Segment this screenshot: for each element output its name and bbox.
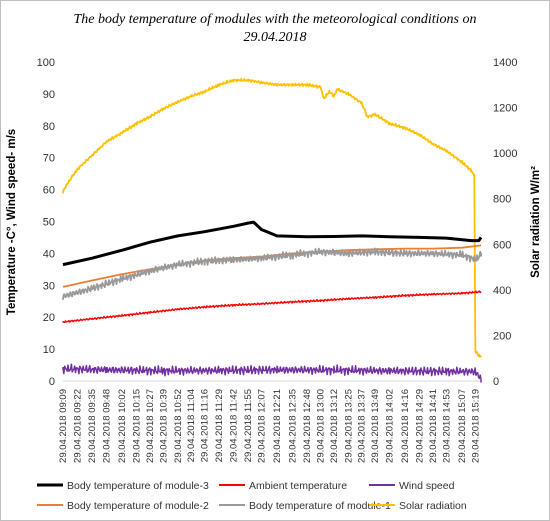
legend-label-1: Body temperature of module-3	[67, 480, 209, 492]
plot-area: 0102030405060708090100020040060080010001…	[37, 57, 518, 463]
y-tick-label-left: 100	[37, 57, 55, 69]
x-tick-label: 29.04.2018 09:35	[87, 389, 98, 463]
x-tick-label: 29.04.2018 11:16	[200, 389, 211, 462]
y-tick-label-right: 400	[493, 285, 511, 297]
x-tick-label: 29.04.2018 09:09	[58, 389, 69, 463]
y-tick-label-left: 30	[43, 280, 55, 292]
y-tick-label-left: 90	[43, 89, 55, 101]
y-tick-label-left: 50	[43, 217, 55, 229]
y-tick-label-left: 10	[43, 344, 55, 356]
y-tick-label-left: 80	[43, 121, 55, 133]
x-tick-label: 29.04.2018 12:07	[256, 389, 267, 463]
x-tick-label: 29.04.2018 13:37	[357, 389, 368, 463]
series-line-3	[62, 363, 482, 383]
x-tick-label: 29.04.2018 10:39	[158, 389, 169, 463]
x-tick-label: 29.04.2018 11:29	[214, 389, 225, 462]
y-tick-label-right: 800	[493, 194, 511, 206]
y-tick-label-right: 0	[493, 376, 499, 388]
x-tick-label: 29.04.2018 13:00	[316, 389, 327, 463]
x-tick-label: 29.04.2018 09:48	[102, 389, 113, 463]
x-tick-label: 29.04.2018 11:55	[243, 389, 254, 462]
series-line-6	[62, 78, 482, 358]
y-tick-label-right: 200	[493, 330, 511, 342]
series-line-2	[62, 290, 482, 324]
y-tick-label-left: 20	[43, 312, 55, 324]
x-tick-label: 29.04.2018 11:42	[229, 389, 240, 462]
y-axis-label-left: Temperature -C°, Wind speed- m/s	[6, 129, 18, 315]
y-axis-label-right: Solar radiation W/m²	[530, 166, 542, 278]
x-tick-label: 29.04.2018 11:04	[186, 389, 197, 462]
legend-label-5: Body temperature of module-1	[249, 500, 391, 512]
x-tick-label: 29.04.2018 14:41	[428, 389, 439, 463]
x-tick-label: 29.04.2018 09:22	[73, 389, 84, 463]
y-tick-label-right: 1200	[493, 103, 517, 115]
legend-label-3: Wind speed	[399, 480, 455, 492]
x-tick-label: 29.04.2018 15:07	[457, 389, 468, 463]
legend: Body temperature of module-3 Ambient temp…	[37, 480, 467, 512]
legend-label-6: Solar radiation	[399, 500, 467, 512]
x-tick-label: 29.04.2018 10:27	[145, 389, 156, 463]
y-tick-label-left: 60	[43, 185, 55, 197]
x-tick-label: 29.04.2018 13:49	[370, 389, 381, 463]
x-tick-label: 29.04.2018 10:02	[117, 389, 128, 463]
legend-label-4: Body temperature of module-2	[67, 500, 209, 512]
legend-label-2: Ambient temperature	[249, 480, 347, 492]
y-tick-label-left: 70	[43, 153, 55, 165]
y-tick-label-left: 0	[49, 376, 55, 388]
x-tick-label: 29.04.2018 10:52	[173, 389, 184, 463]
x-tick-label: 29.04.2018 14:29	[415, 389, 426, 463]
x-tick-label: 29.04.2018 10:15	[132, 389, 143, 463]
x-tick-label: 29.04.2018 12:21	[272, 389, 283, 463]
y-tick-label-right: 1400	[493, 57, 517, 69]
x-tick-label: 29.04.2018 14:02	[385, 389, 396, 463]
x-tick-label: 29.04.2018 13:25	[343, 389, 354, 463]
y-tick-label-right: 600	[493, 239, 511, 251]
x-tick-label: 29.04.2018 14:16	[400, 389, 411, 463]
x-tick-label: 29.04.2018 15:19	[470, 389, 481, 463]
chart-title-line-1: The body temperature of modules with the…	[74, 12, 477, 27]
x-tick-label: 29.04.2018 12:48	[302, 389, 313, 463]
y-tick-label-right: 1000	[493, 148, 517, 160]
x-tick-label: 29.04.2018 12:35	[288, 389, 299, 463]
series-line-1	[62, 220, 483, 267]
x-tick-label: 29.04.2018 14:53	[441, 389, 452, 463]
series-line-5	[62, 247, 482, 300]
x-tick-label: 29.04.2018 13:12	[329, 389, 340, 463]
chart-title-line-2: 29.04.2018	[244, 30, 307, 45]
y-tick-label-left: 40	[43, 248, 55, 260]
